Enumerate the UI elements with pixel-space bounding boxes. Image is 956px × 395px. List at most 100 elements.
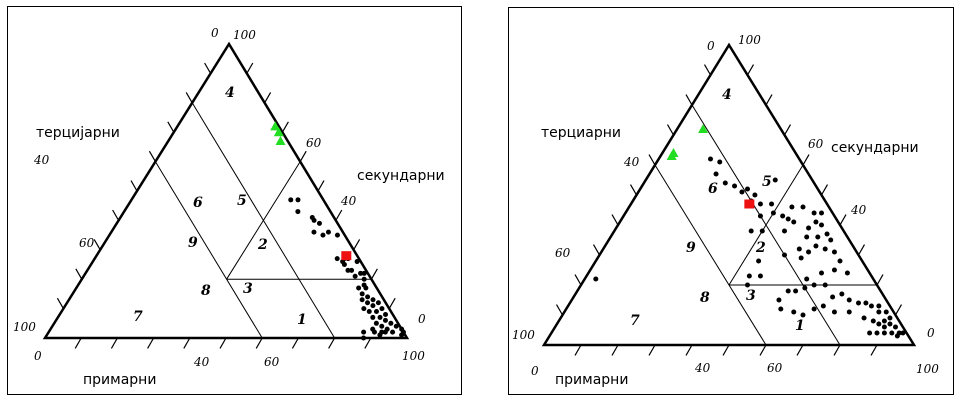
tick-mark bbox=[592, 244, 601, 256]
data-point-circle bbox=[772, 177, 778, 183]
tertiary-tick-label: 60 bbox=[555, 246, 571, 260]
data-point-circle bbox=[820, 303, 826, 309]
data-point-circle bbox=[746, 273, 752, 279]
tertiary-axis-title: терцијарни bbox=[36, 125, 120, 141]
tick-mark bbox=[759, 344, 767, 356]
data-point-circle bbox=[846, 297, 852, 303]
data-point-circle bbox=[861, 315, 867, 321]
tick-mark bbox=[56, 297, 64, 309]
data-point-square bbox=[744, 199, 755, 209]
data-point-circle bbox=[358, 270, 364, 276]
region-boundary-6 bbox=[262, 220, 300, 280]
tick-mark bbox=[611, 214, 619, 226]
data-point-circle bbox=[839, 291, 845, 297]
data-point-circle bbox=[363, 285, 369, 291]
data-point-circle bbox=[819, 222, 824, 228]
data-point-circle bbox=[388, 320, 394, 326]
tick-mark bbox=[703, 64, 712, 76]
data-point-circle bbox=[831, 249, 837, 255]
data-point-circle bbox=[844, 270, 850, 276]
data-point-circle bbox=[791, 309, 797, 315]
region-label-6: 6 bbox=[193, 195, 203, 211]
data-point-circle bbox=[815, 234, 821, 240]
tick-mark bbox=[291, 337, 299, 349]
tick-mark bbox=[870, 344, 878, 356]
tick-mark bbox=[281, 121, 289, 133]
secondary-tick-label: 40 bbox=[850, 203, 867, 217]
data-point-circle bbox=[828, 237, 834, 243]
secondary-axis-title: секундарни bbox=[831, 140, 919, 156]
tertiary-tick-label: 40 bbox=[33, 153, 50, 167]
region-label-8: 8 bbox=[700, 290, 710, 306]
data-point-circle bbox=[876, 321, 882, 327]
data-point-circle bbox=[379, 306, 385, 312]
tick-mark bbox=[555, 304, 564, 316]
primary-tick-label: 40 bbox=[694, 361, 711, 375]
data-point-circle bbox=[819, 270, 824, 276]
tick-mark bbox=[648, 344, 656, 356]
data-point-circle bbox=[769, 201, 775, 207]
data-point-circle bbox=[800, 312, 806, 318]
region-boundary-2 bbox=[728, 224, 767, 286]
series-triangle bbox=[666, 124, 709, 160]
data-point-circle bbox=[320, 232, 326, 238]
primary-tick-label: 0 bbox=[34, 349, 42, 363]
data-point-triangle bbox=[275, 136, 286, 146]
data-point-circle bbox=[770, 210, 776, 216]
tick-mark bbox=[802, 154, 810, 166]
data-point-circle bbox=[757, 213, 763, 219]
tick-mark bbox=[629, 184, 638, 196]
data-point-circle bbox=[824, 231, 830, 237]
data-point-circle bbox=[868, 303, 874, 309]
data-point-circle bbox=[361, 335, 367, 341]
tick-mark bbox=[148, 150, 156, 162]
data-point-circle bbox=[382, 317, 388, 323]
data-point-circle bbox=[806, 225, 812, 231]
data-point-circle bbox=[354, 259, 360, 265]
axis-ticks bbox=[555, 64, 903, 356]
tick-mark bbox=[299, 150, 307, 162]
region-label-3: 3 bbox=[746, 288, 756, 304]
tick-mark bbox=[666, 124, 675, 136]
tick-mark bbox=[110, 337, 118, 349]
tick-mark bbox=[130, 180, 138, 192]
data-point-circle bbox=[785, 288, 791, 294]
data-point-circle bbox=[334, 232, 340, 238]
region-boundary-1 bbox=[654, 164, 767, 346]
primary-tick-label: 40 bbox=[193, 355, 210, 369]
region-label-7: 7 bbox=[630, 313, 640, 329]
data-point-triangle bbox=[273, 127, 284, 137]
tick-mark bbox=[765, 94, 773, 106]
tick-mark bbox=[574, 274, 582, 286]
data-point-circle bbox=[856, 300, 861, 306]
secondary-tick-label: 100 bbox=[738, 33, 761, 47]
primary-tick-label: 100 bbox=[402, 349, 425, 363]
data-point-triangle bbox=[666, 151, 677, 160]
tick-mark bbox=[185, 92, 193, 104]
data-point-circle bbox=[732, 183, 738, 189]
secondary-tick-label: 60 bbox=[808, 137, 824, 151]
tick-mark bbox=[255, 337, 263, 349]
region-label-4: 4 bbox=[225, 85, 235, 101]
tick-mark bbox=[264, 92, 272, 104]
tick-mark bbox=[839, 214, 847, 226]
data-point-circle bbox=[708, 156, 713, 162]
secondary-tick-label: 0 bbox=[927, 326, 935, 340]
tick-mark bbox=[611, 344, 619, 356]
data-point-circle bbox=[798, 255, 804, 261]
tertiary-tick-label: 100 bbox=[13, 320, 36, 334]
series-square bbox=[744, 199, 755, 209]
ternary-chart-2: 100 60 40 0 100 60 40 0 0 40 60 100 1 2 3 4 5 6 7 8 9 терциар… bbox=[512, 33, 939, 388]
data-point-circle bbox=[831, 267, 837, 273]
tick-mark bbox=[167, 121, 175, 133]
data-point-circle bbox=[831, 309, 837, 315]
tick-mark bbox=[147, 337, 155, 349]
secondary-tick-label: 60 bbox=[306, 136, 322, 150]
data-point-circle bbox=[379, 323, 385, 329]
tertiary-axis-title: терциарни bbox=[541, 125, 621, 141]
secondary-tick-label: 100 bbox=[233, 28, 256, 42]
data-point-circle bbox=[804, 234, 810, 240]
data-point-circle bbox=[370, 303, 376, 309]
data-point-circle bbox=[830, 294, 836, 300]
data-point-circle bbox=[876, 309, 882, 315]
